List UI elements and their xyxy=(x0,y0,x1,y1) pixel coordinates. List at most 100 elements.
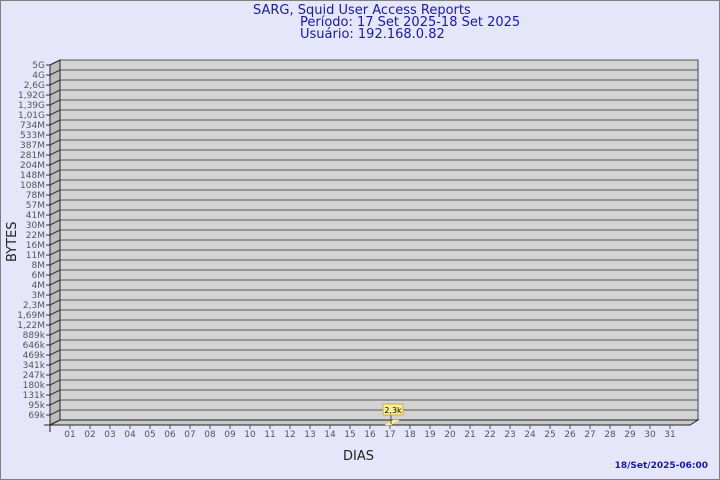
y-gridline-side xyxy=(49,59,61,66)
chart-user: Usuário: 192.168.0.82 xyxy=(300,27,445,42)
x-tick-label: 20 xyxy=(444,430,456,440)
y-tick-label: 734M xyxy=(20,121,45,131)
y-gridline-side xyxy=(49,279,61,286)
y-gridline-side xyxy=(49,89,61,96)
x-tick-label: 29 xyxy=(624,430,636,440)
data-label: 2,3k xyxy=(384,406,402,415)
chart-title: SARG, Squid User Access Reports xyxy=(253,3,471,18)
y-gridline-side xyxy=(49,299,61,306)
y-gridline-side xyxy=(49,209,61,216)
y-gridline-side xyxy=(49,349,61,356)
y-tick-label: 5G xyxy=(32,61,45,71)
x-tick-label: 11 xyxy=(264,430,275,440)
y-gridline-side xyxy=(49,259,61,266)
x-tick-label: 01 xyxy=(64,430,75,440)
y-tick-label: 4M xyxy=(32,281,46,291)
y-tick-label: 69k xyxy=(28,411,45,421)
y-gridline-side xyxy=(49,399,61,406)
y-gridline-side xyxy=(49,369,61,376)
y-tick-label: 3M xyxy=(32,291,46,301)
y-tick-label: 131k xyxy=(23,391,46,401)
x-tick-label: 03 xyxy=(104,430,115,440)
y-tick-label: 180k xyxy=(23,381,46,391)
y-gridline-side xyxy=(49,229,61,236)
y-tick-label: 57M xyxy=(26,201,45,211)
y-tick-label: 341k xyxy=(23,361,46,371)
y-gridline-side xyxy=(49,169,61,176)
y-gridline-side xyxy=(49,319,61,326)
y-gridline-side xyxy=(49,339,61,346)
y-gridline-side xyxy=(49,309,61,316)
x-tick-label: 21 xyxy=(464,430,475,440)
y-tick-label: 1,22M xyxy=(17,321,45,331)
y-gridline-side xyxy=(49,379,61,386)
y-gridline-side xyxy=(49,99,61,106)
x-tick-label: 16 xyxy=(364,430,376,440)
x-tick-label: 02 xyxy=(84,430,95,440)
y-tick-label: 646k xyxy=(23,341,46,351)
x-tick-label: 09 xyxy=(224,430,236,440)
plot-floor xyxy=(49,419,700,426)
y-tick-label: 148M xyxy=(20,171,45,181)
y-gridline-side xyxy=(49,269,61,276)
y-tick-label: 22M xyxy=(26,231,45,241)
x-tick-label: 12 xyxy=(284,430,295,440)
y-tick-label: 1,01G xyxy=(18,111,45,121)
y-tick-label: 30M xyxy=(26,221,45,231)
y-tick-label: 204M xyxy=(20,161,45,171)
x-tick-label: 17 xyxy=(384,430,395,440)
data-label-box xyxy=(382,403,404,416)
y-tick-label: 6M xyxy=(32,271,46,281)
y-gridline-side xyxy=(49,129,61,136)
y-tick-label: 4G xyxy=(32,71,45,81)
y-tick-label: 469k xyxy=(23,351,46,361)
x-tick-label: 26 xyxy=(564,430,576,440)
x-tick-label: 27 xyxy=(584,430,595,440)
y-tick-label: 95k xyxy=(28,401,45,411)
y-gridline-side xyxy=(49,249,61,256)
x-tick-label: 04 xyxy=(124,430,136,440)
y-gridline-side xyxy=(49,199,61,206)
y-tick-label: 16M xyxy=(26,241,45,251)
y-tick-label: 889k xyxy=(23,331,46,341)
y-gridline-side xyxy=(49,329,61,336)
x-tick-label: 24 xyxy=(524,430,536,440)
y-tick-label: 533M xyxy=(20,131,45,141)
y-tick-label: 41M xyxy=(26,211,45,221)
x-tick-label: 19 xyxy=(424,430,436,440)
chart-period: Período: 17 Set 2025-18 Set 2025 xyxy=(300,15,521,30)
y-gridline-side xyxy=(49,179,61,186)
x-tick-label: 14 xyxy=(324,430,336,440)
y-tick-label: 2,3M xyxy=(23,301,45,311)
x-tick-label: 08 xyxy=(204,430,216,440)
y-tick-label: 387M xyxy=(20,141,45,151)
x-tick-label: 31 xyxy=(664,430,675,440)
y-gridline-side xyxy=(49,409,61,416)
x-tick-label: 15 xyxy=(344,430,355,440)
y-gridline-side xyxy=(49,289,61,296)
y-tick-label: 1,92G xyxy=(18,91,45,101)
x-tick-label: 28 xyxy=(604,430,616,440)
y-gridline-side xyxy=(49,239,61,246)
x-tick-label: 05 xyxy=(144,430,155,440)
y-tick-label: 247k xyxy=(23,371,46,381)
y-tick-label: 2,6G xyxy=(24,81,45,91)
y-gridline-side xyxy=(49,119,61,126)
x-tick-label: 23 xyxy=(504,430,515,440)
y-gridline-side xyxy=(49,219,61,226)
y-gridline-side xyxy=(49,139,61,146)
y-tick-label: 281M xyxy=(20,151,45,161)
y-gridline-side xyxy=(49,149,61,156)
y-tick-label: 1,39G xyxy=(18,101,45,111)
y-tick-label: 11M xyxy=(26,251,45,261)
x-tick-label: 13 xyxy=(304,430,315,440)
generated-timestamp: 18/Set/2025-06:00 xyxy=(614,461,708,471)
y-tick-label: 1,69M xyxy=(17,311,45,321)
x-tick-label: 30 xyxy=(644,430,656,440)
bar-day-17-base xyxy=(385,420,399,425)
y-axis-label: BYTES xyxy=(5,221,20,262)
x-tick-label: 10 xyxy=(244,430,256,440)
y-gridline-side xyxy=(49,389,61,396)
x-tick-label: 22 xyxy=(484,430,495,440)
